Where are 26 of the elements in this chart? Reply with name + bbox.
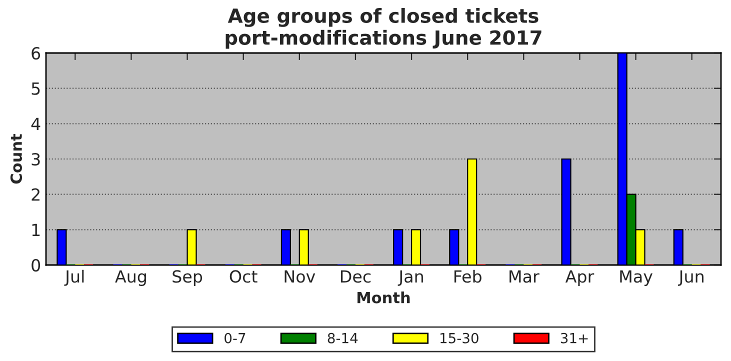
legend-label: 15-30 <box>440 332 478 344</box>
x-tick-label: Nov <box>284 270 316 283</box>
x-tick-label: Apr <box>565 270 594 286</box>
chart-title: Age groups of closed tickets port-modifications June 2017 <box>226 8 542 49</box>
y-tick-label: 2 <box>32 188 40 201</box>
x-tick-label: Aug <box>115 270 146 286</box>
x-tick-label: Feb <box>454 270 482 283</box>
x-axis-title: Month <box>358 292 410 304</box>
x-tick-label: Oct <box>230 270 258 283</box>
x-tick-label: Jan <box>398 270 423 286</box>
x-tick-label: Jun <box>678 270 704 286</box>
legend-label: 0-7 <box>224 332 246 344</box>
legend-label: 31+ <box>560 332 588 344</box>
x-tick-label: Mar <box>510 270 540 283</box>
legend-label: 8-14 <box>328 332 358 344</box>
y-tick-label: 6 <box>32 46 40 60</box>
y-axis-title: Count <box>10 134 22 184</box>
y-tick-label: 0 <box>32 258 40 272</box>
x-tick-label: Sep <box>172 270 202 286</box>
y-tick-label: 4 <box>31 118 40 130</box>
y-tick-label: 5 <box>32 82 40 95</box>
x-tick-label: Dec <box>340 270 371 283</box>
x-tick-label: May <box>620 270 653 286</box>
y-tick-label: 1 <box>32 224 40 236</box>
y-tick-label: 3 <box>32 152 40 166</box>
x-tick-label: Jul <box>64 270 84 286</box>
